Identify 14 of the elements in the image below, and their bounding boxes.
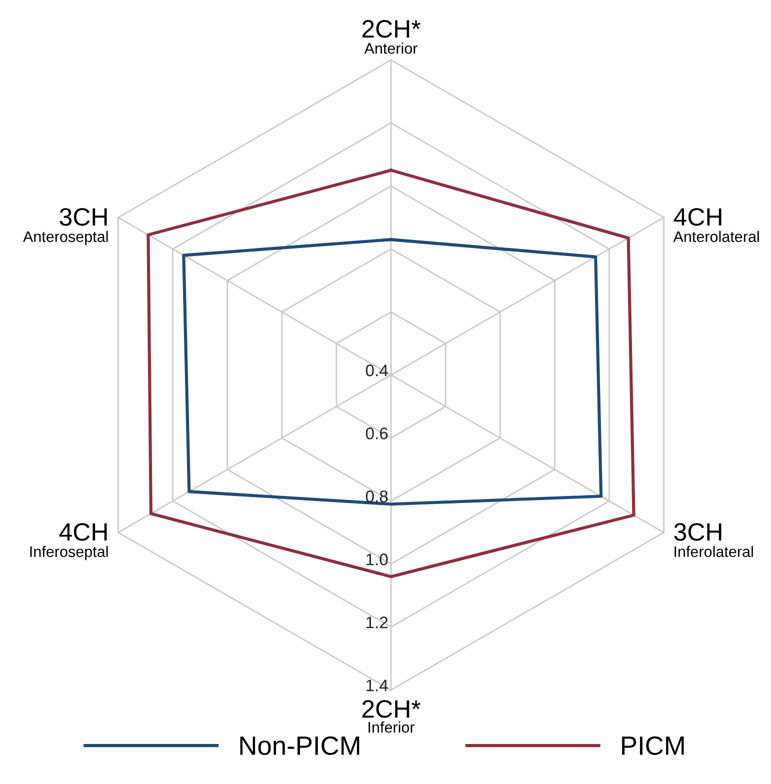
spoke-label: 4CH Inferoseptal <box>30 523 108 560</box>
y-tick-label: 0.6 <box>366 428 388 440</box>
y-tick-label: 0.4 <box>366 364 388 376</box>
y-tick-label: 1.4 <box>366 680 388 692</box>
legend-label: Non-PICM <box>240 736 360 756</box>
legend-label: PICM <box>622 736 684 756</box>
y-tick-label: 0.8 <box>366 490 388 502</box>
y-tick-label: 1.0 <box>366 554 388 566</box>
spoke-label: 3CH Inferolateral <box>674 523 753 558</box>
spoke-label: 2CH* Anterior <box>362 20 420 54</box>
spoke-label: 4CH Anterolateral <box>673 208 759 242</box>
y-tick-label: 1.2 <box>366 616 388 628</box>
spoke-label: 3CH Anteroseptal <box>23 208 108 246</box>
spoke-label: 2CH* Inferior <box>362 700 420 733</box>
